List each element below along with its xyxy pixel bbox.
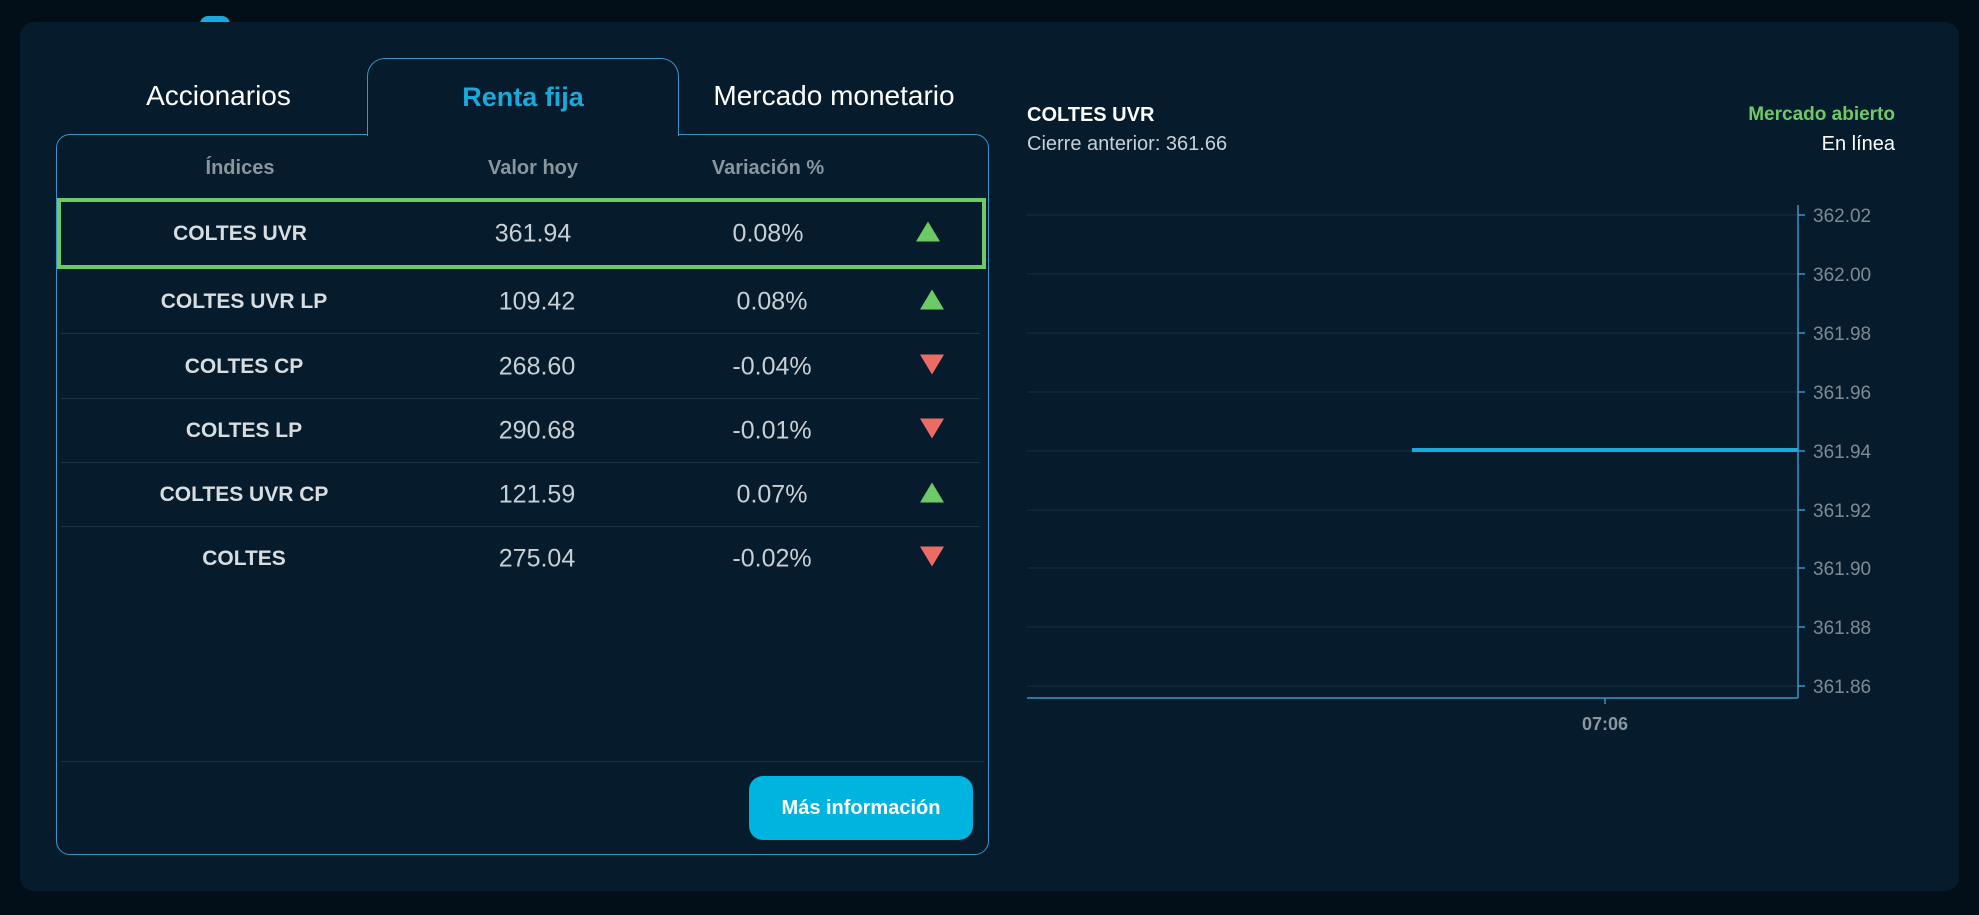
index-variation: 0.08% xyxy=(736,287,808,315)
table-row[interactable]: COLTES UVR CP 121.59 0.07% xyxy=(61,463,980,527)
svg-text:361.92: 361.92 xyxy=(1813,501,1871,522)
table-row[interactable]: COLTES UVR 361.94 0.08% xyxy=(57,198,986,269)
index-value: 121.59 xyxy=(498,480,576,508)
index-name: COLTES LP xyxy=(185,418,303,442)
index-name: COLTES CP xyxy=(184,354,304,378)
arrow-down-icon xyxy=(920,354,944,374)
header-variacion: Variación % xyxy=(711,157,825,179)
svg-text:361.88: 361.88 xyxy=(1813,618,1871,639)
svg-text:361.98: 361.98 xyxy=(1813,324,1871,345)
index-variation: 0.08% xyxy=(732,219,804,247)
footer-divider xyxy=(61,761,984,762)
tab-mercado-monetario[interactable]: Mercado monetario xyxy=(713,80,955,111)
index-value: 109.42 xyxy=(498,287,576,315)
svg-text:362.00: 362.00 xyxy=(1813,265,1871,286)
index-variation: 0.07% xyxy=(736,480,808,508)
index-name: COLTES xyxy=(202,547,286,570)
more-info-button[interactable]: Más información xyxy=(749,776,973,840)
arrow-up-icon xyxy=(920,289,944,309)
index-variation: -0.02% xyxy=(732,544,812,573)
index-name: COLTES UVR LP xyxy=(160,289,328,313)
connection-status: En línea xyxy=(1821,133,1895,155)
svg-text:362.02: 362.02 xyxy=(1813,206,1871,227)
svg-text:361.96: 361.96 xyxy=(1813,383,1871,404)
index-value: 268.60 xyxy=(498,352,576,380)
index-name: COLTES UVR CP xyxy=(159,482,329,506)
index-value: 290.68 xyxy=(498,416,576,444)
top-indicator xyxy=(200,16,230,24)
table-row[interactable]: COLTES UVR LP 109.42 0.08% xyxy=(61,270,980,334)
previous-close: Cierre anterior: 361.66 xyxy=(1027,133,1228,155)
index-value: 275.04 xyxy=(498,544,576,573)
x-axis-label: 07:06 xyxy=(1582,714,1628,734)
y-axis-labels: 362.02 362.00 361.98 361.96 361.94 361.9… xyxy=(1813,206,1872,698)
tab-renta-fija[interactable]: Renta fija xyxy=(367,58,679,136)
index-name: COLTES UVR xyxy=(173,221,307,245)
header-indices: Índices xyxy=(205,157,275,179)
table-row[interactable]: COLTES 275.04 -0.02% xyxy=(61,527,980,591)
tab-accionarios[interactable]: Accionarios xyxy=(146,80,291,111)
index-variation: -0.04% xyxy=(732,352,812,380)
arrow-up-icon xyxy=(916,221,940,241)
table-header: Índices Valor hoy Variación % xyxy=(57,151,988,187)
table-row[interactable]: COLTES CP 268.60 -0.04% xyxy=(61,335,980,399)
chart-title: COLTES UVR xyxy=(1027,104,1155,126)
table-row[interactable]: COLTES LP 290.68 -0.01% xyxy=(61,399,980,463)
arrow-up-icon xyxy=(920,482,944,502)
svg-text:361.86: 361.86 xyxy=(1813,677,1871,698)
index-variation: -0.01% xyxy=(732,416,812,444)
header-valor-hoy: Valor hoy xyxy=(487,157,579,179)
market-status: Mercado abierto xyxy=(1748,104,1895,125)
arrow-down-icon xyxy=(920,546,944,567)
svg-text:361.94: 361.94 xyxy=(1813,442,1872,463)
axes xyxy=(1027,205,1805,704)
svg-text:361.90: 361.90 xyxy=(1813,559,1871,580)
index-value: 361.94 xyxy=(494,219,572,247)
arrow-down-icon xyxy=(920,418,944,438)
